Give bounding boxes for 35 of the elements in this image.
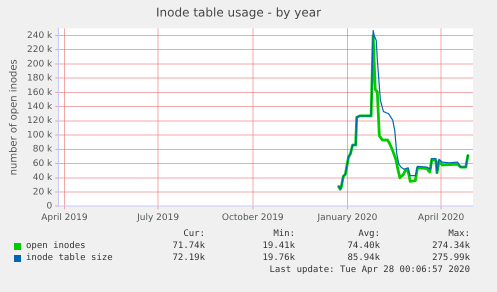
y-tick-label: 40 k [32, 173, 54, 184]
text: 85.94k [347, 252, 380, 264]
text: 274.34k [432, 240, 470, 252]
text: 19.76k [262, 252, 295, 264]
y-tick-label: 160 k [26, 88, 54, 98]
legend-label: open inodes [26, 240, 86, 252]
y-tick-label: 200 k [26, 59, 54, 70]
text: 72.19k [172, 252, 205, 264]
y-tick-label: 240 k [26, 30, 54, 41]
text: Cur: [183, 228, 205, 240]
y-tick-label: 120 k [26, 116, 54, 126]
y-tick-label: 140 k [26, 102, 54, 112]
x-tick-label: April 2019 [41, 212, 88, 223]
y-tick-label: 20 k [32, 187, 54, 198]
y-tick-label: 80 k [32, 144, 54, 155]
text: Avg: [358, 228, 380, 240]
text: 74.40k [347, 240, 380, 252]
x-tick-label: January 2020 [316, 212, 378, 223]
x-tick-label: October 2019 [222, 212, 284, 223]
y-tick-label: 180 k [26, 74, 54, 84]
text: Last update: Tue Apr 28 00:06:57 2020 [270, 264, 470, 276]
text: 71.74k [172, 240, 205, 252]
x-tick-label: July 2019 [136, 212, 180, 223]
y-tick-label: 0 [46, 202, 53, 212]
y-tick-label: 60 k [32, 158, 54, 169]
y-tick-label: 220 k [26, 45, 54, 56]
text: Min: [273, 228, 295, 240]
y-axis-title: number of open inodes [8, 59, 20, 176]
text: 19.41k [262, 240, 295, 252]
legend-label: inode table size [26, 252, 113, 264]
chart-title: Inode table usage - by year [156, 5, 322, 20]
text: 275.99k [432, 252, 470, 264]
y-tick-label: 100 k [26, 130, 54, 140]
text: Max: [448, 228, 470, 240]
x-tick-label: April 2020 [418, 212, 465, 223]
